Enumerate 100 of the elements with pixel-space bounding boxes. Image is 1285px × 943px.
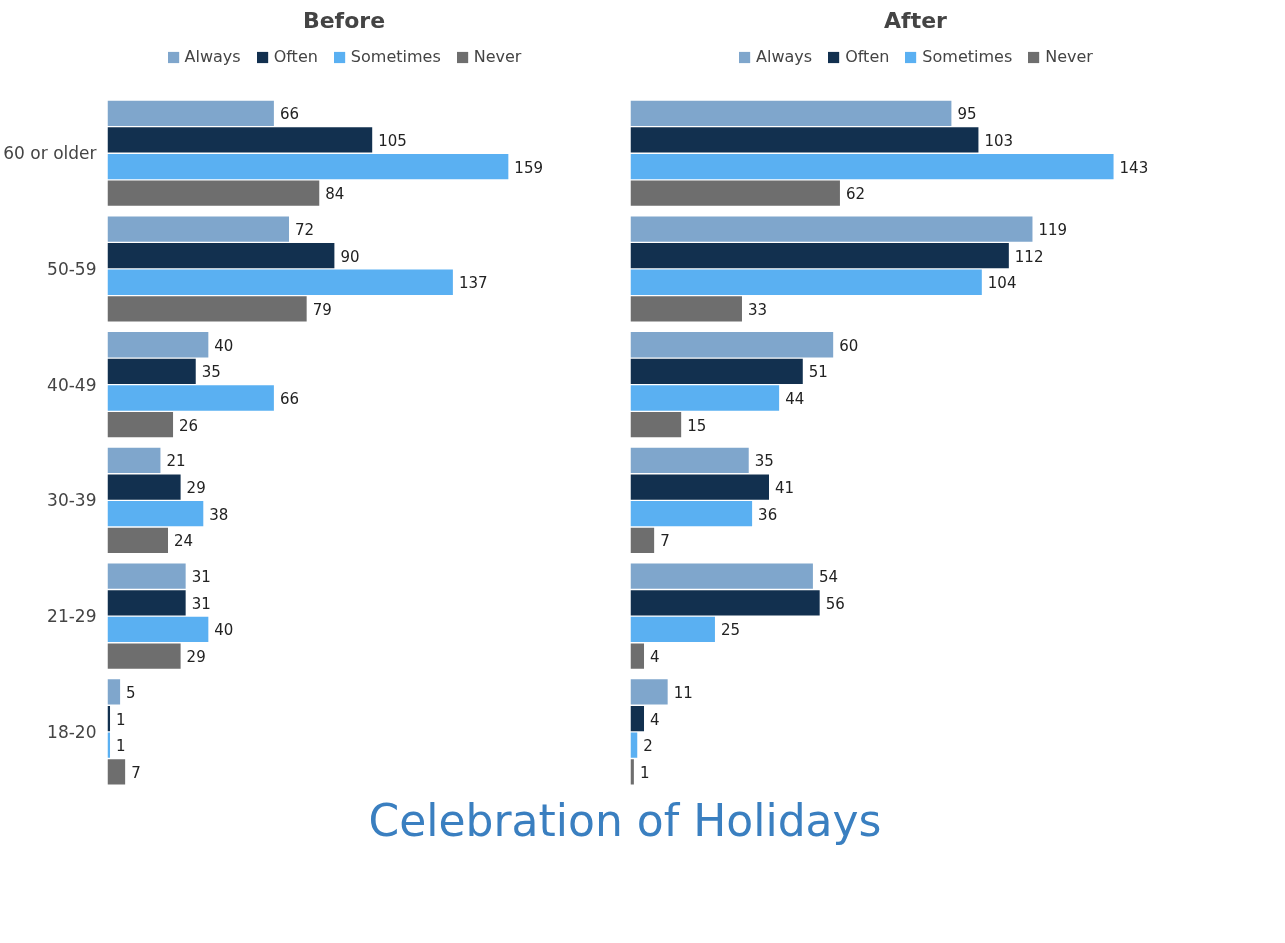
- data-label: 103: [984, 131, 1014, 150]
- bar: [107, 447, 161, 474]
- y-tick-label: 40-49: [47, 374, 97, 395]
- bar: [630, 679, 668, 705]
- legend-label: Always: [756, 47, 813, 66]
- bar: [630, 358, 803, 385]
- bar: [630, 447, 749, 474]
- legend-label: Never: [473, 47, 522, 66]
- data-label: 29: [186, 479, 206, 498]
- data-label: 54: [818, 568, 838, 587]
- data-label: 4: [650, 648, 660, 667]
- y-tick-label: 60 or older: [3, 143, 97, 164]
- bar: [107, 385, 274, 411]
- bar: [107, 474, 181, 500]
- data-label: 4: [650, 710, 660, 729]
- bar: [630, 216, 1033, 242]
- data-label: 159: [514, 158, 543, 177]
- data-label: 5: [126, 683, 136, 702]
- bar: [107, 590, 186, 616]
- bar: [630, 296, 742, 322]
- data-label: 36: [758, 505, 778, 524]
- chart-title: After: [884, 7, 948, 33]
- bar: [107, 563, 186, 589]
- data-label: 7: [131, 763, 141, 782]
- bar: [630, 100, 952, 126]
- legend-label: Often: [845, 47, 890, 66]
- data-label: 35: [201, 363, 221, 382]
- data-label: 29: [186, 648, 206, 667]
- data-label: 95: [957, 105, 977, 124]
- data-label: 137: [458, 274, 488, 293]
- data-label: 79: [312, 300, 332, 319]
- bar: [107, 616, 209, 643]
- data-label: 15: [687, 416, 707, 435]
- bar: [107, 527, 169, 553]
- data-label: 2: [643, 737, 653, 756]
- data-label: 38: [209, 505, 229, 524]
- data-label: 143: [1119, 158, 1149, 177]
- data-label: 62: [845, 185, 866, 204]
- bar: [630, 527, 655, 553]
- bar: [107, 411, 174, 438]
- data-label: 56: [825, 594, 845, 613]
- bar: [630, 411, 682, 438]
- data-label: 31: [191, 594, 211, 613]
- data-label: 40: [214, 621, 234, 640]
- bar: [630, 501, 753, 527]
- bar: [107, 216, 290, 242]
- bar: [107, 243, 335, 269]
- data-label: 105: [378, 131, 407, 150]
- data-label: 72: [295, 221, 315, 240]
- bar: [630, 243, 1009, 269]
- data-label: 60: [839, 336, 859, 355]
- bar: [107, 180, 320, 206]
- bar: [630, 705, 645, 732]
- y-tick-label: 18-20: [47, 721, 97, 742]
- data-label: 24: [174, 532, 194, 551]
- bar: [630, 153, 1114, 180]
- data-label: 112: [1014, 247, 1044, 266]
- data-label: 33: [747, 300, 768, 319]
- data-label: 7: [660, 532, 670, 551]
- data-label: 66: [279, 105, 299, 124]
- bar: [630, 332, 834, 358]
- data-label: 51: [808, 363, 828, 382]
- data-label: 25: [720, 621, 741, 640]
- data-label: 119: [1038, 221, 1068, 240]
- bar: [107, 679, 121, 705]
- bar: [630, 269, 982, 295]
- bar: [107, 759, 126, 785]
- bar: [630, 563, 813, 589]
- y-tick-label: 50-59: [47, 258, 97, 279]
- data-label: 84: [325, 185, 345, 204]
- data-label: 35: [754, 452, 774, 471]
- bar: [630, 643, 645, 669]
- bar: [630, 590, 820, 616]
- y-tick-label: 30-39: [47, 490, 97, 511]
- data-label: 66: [279, 389, 299, 408]
- data-label: 41: [775, 479, 795, 498]
- data-label: 1: [116, 737, 126, 756]
- chart-title: Before: [302, 7, 386, 33]
- data-label: 21: [166, 452, 186, 471]
- bar: [107, 643, 181, 669]
- bar: [107, 332, 209, 358]
- data-label: 1: [639, 763, 650, 782]
- data-label: 31: [191, 568, 211, 587]
- legend-label: Often: [273, 47, 318, 66]
- data-label: 11: [673, 683, 693, 702]
- y-tick-label: 21-29: [47, 606, 97, 627]
- data-label: 40: [214, 336, 234, 355]
- legend-label: Sometimes: [922, 47, 1013, 66]
- bar: [630, 385, 780, 411]
- bar: [107, 153, 509, 180]
- bar: [630, 616, 715, 643]
- bar: [630, 127, 979, 153]
- bar: [630, 474, 769, 500]
- legend-label: Always: [184, 47, 241, 66]
- bar: [107, 127, 373, 153]
- bar: [107, 296, 307, 322]
- data-label: 44: [785, 389, 805, 408]
- bar: [107, 100, 274, 126]
- data-label: 26: [179, 416, 199, 435]
- data-label: 1: [116, 710, 126, 729]
